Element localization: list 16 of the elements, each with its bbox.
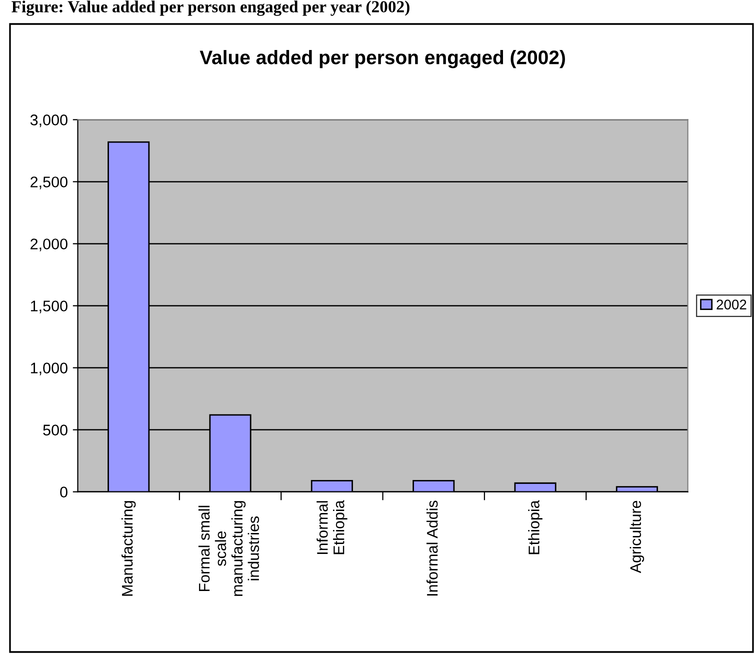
text: Figure: Value added per person engaged per year (2002) — [12, 0, 410, 16]
x-tick-label: Informal Ethiopia — [316, 500, 348, 554]
legend-label: 2002 — [716, 300, 746, 310]
y-tick-label: 2,500 — [30, 176, 68, 190]
y-tick-label: 2,000 — [30, 238, 68, 252]
chart-title: Value added per person engaged (2002) — [200, 50, 565, 68]
x-tick-label: Manufacturing — [121, 501, 136, 596]
x-tick-label: Formal small scale manufacturing industries — [198, 501, 260, 596]
y-tick-label: 1,000 — [30, 362, 68, 376]
y-tick-label: 1,500 — [30, 300, 68, 314]
x-tick-label: Ethiopia — [528, 500, 542, 554]
y-tick-label: 3,000 — [30, 114, 68, 128]
x-tick-label: Informal Addis — [426, 500, 438, 596]
x-tick-label: Agriculture — [630, 500, 644, 574]
y-tick-label: 0 — [60, 486, 68, 498]
y-tick-label: 500 — [43, 424, 68, 436]
